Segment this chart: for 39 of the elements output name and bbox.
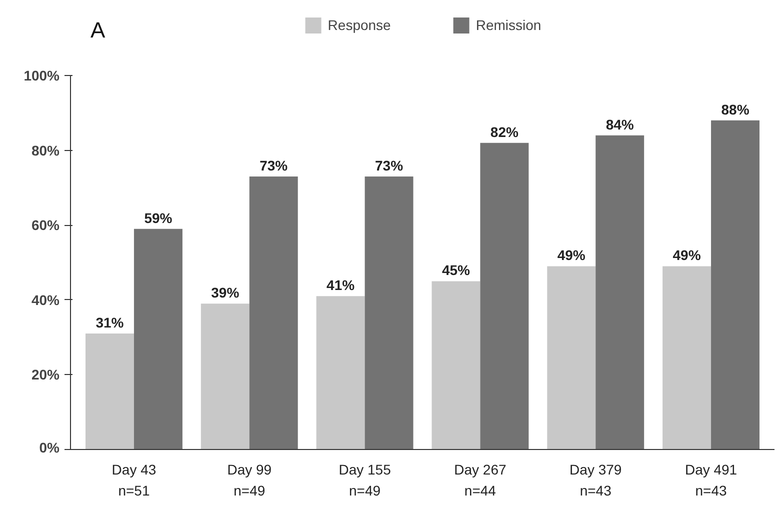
bar	[547, 266, 596, 450]
data-label: 59%	[144, 210, 173, 226]
bar	[711, 120, 760, 450]
data-label: 49%	[672, 247, 702, 264]
y-tick-label: 60%	[31, 217, 60, 234]
y-tick-label: 40%	[31, 292, 60, 308]
bar	[596, 135, 644, 450]
y-tick-label: 100%	[24, 68, 60, 84]
data-label: 82%	[490, 124, 520, 140]
x-tick-label: Day 99 n=49	[227, 462, 272, 498]
chart-title: A	[90, 18, 106, 42]
x-tick-label: Day 155 n=49	[338, 462, 392, 498]
bar	[200, 304, 250, 450]
x-tick-label: Day 43 n=51	[112, 462, 156, 498]
x-tick-label: Day 491 n=43	[684, 462, 738, 498]
data-label: 84%	[606, 116, 634, 132]
data-label: 88%	[721, 101, 750, 118]
bar	[662, 266, 712, 450]
data-label: 45%	[442, 262, 471, 278]
bar	[249, 176, 298, 450]
bar	[86, 334, 134, 450]
y-tick-label: 80%	[31, 142, 60, 158]
bar	[432, 281, 480, 450]
data-label: 39%	[211, 284, 240, 301]
data-label: 41%	[326, 277, 356, 294]
bar	[364, 176, 414, 450]
y-tick-label: 20%	[31, 366, 60, 383]
x-tick-label: Day 379 n=43	[570, 462, 622, 498]
bar	[316, 296, 365, 450]
data-label: 49%	[557, 247, 586, 264]
data-label: 73%	[375, 157, 404, 174]
bar	[134, 228, 182, 450]
x-tick-label: Day 267 n=44	[454, 462, 506, 498]
legend-label: Remission	[476, 17, 542, 33]
data-label: 31%	[96, 314, 124, 331]
y-tick-label: 0%	[39, 440, 60, 456]
bar	[480, 142, 529, 450]
legend-label: Response	[328, 17, 391, 33]
data-label: 73%	[260, 157, 288, 174]
